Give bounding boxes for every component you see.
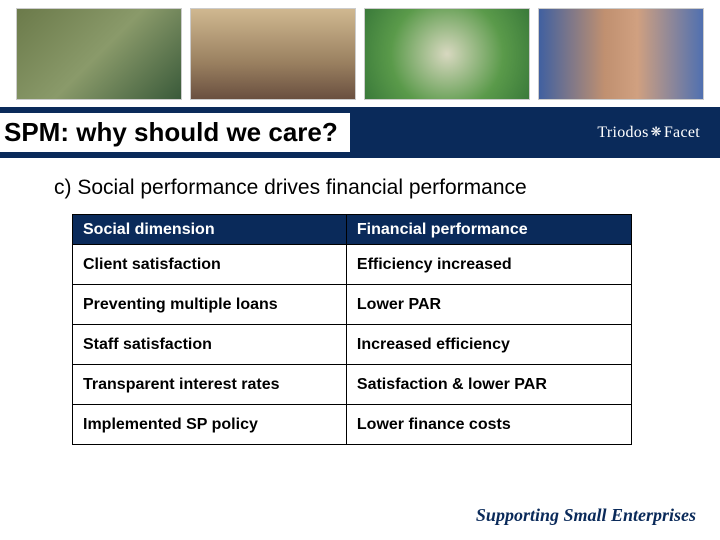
table-row: Implemented SP policy Lower finance cost… [73,405,632,445]
table-row: Preventing multiple loans Lower PAR [73,285,632,325]
cell-social: Staff satisfaction [73,325,347,365]
header-image-4 [538,8,704,100]
cell-financial: Satisfaction & lower PAR [346,365,631,405]
header-image-strip [0,0,720,104]
title-bar: SPM: why should we care? Triodos❋Facet [0,104,720,158]
col-header-social: Social dimension [73,215,347,245]
cell-financial: Lower finance costs [346,405,631,445]
flower-icon: ❋ [651,124,662,140]
cell-financial: Increased efficiency [346,325,631,365]
brand-logo: Triodos❋Facet [597,124,700,142]
subheading: c) Social performance drives financial p… [54,176,676,200]
cell-social: Client satisfaction [73,245,347,285]
table-header-row: Social dimension Financial performance [73,215,632,245]
sp-table: Social dimension Financial performance C… [72,214,632,445]
cell-social: Transparent interest rates [73,365,347,405]
cell-social: Preventing multiple loans [73,285,347,325]
brand-left: Triodos [597,124,648,141]
header-image-1 [16,8,182,100]
brand-right: Facet [664,124,700,141]
header-image-3 [364,8,530,100]
footer-tagline: Supporting Small Enterprises [476,505,696,526]
table-row: Staff satisfaction Increased efficiency [73,325,632,365]
cell-financial: Lower PAR [346,285,631,325]
cell-financial: Efficiency increased [346,245,631,285]
col-header-financial: Financial performance [346,215,631,245]
content-area: c) Social performance drives financial p… [0,158,720,445]
page-title: SPM: why should we care? [0,113,350,152]
table-row: Transparent interest rates Satisfaction … [73,365,632,405]
table-row: Client satisfaction Efficiency increased [73,245,632,285]
cell-social: Implemented SP policy [73,405,347,445]
header-image-2 [190,8,356,100]
